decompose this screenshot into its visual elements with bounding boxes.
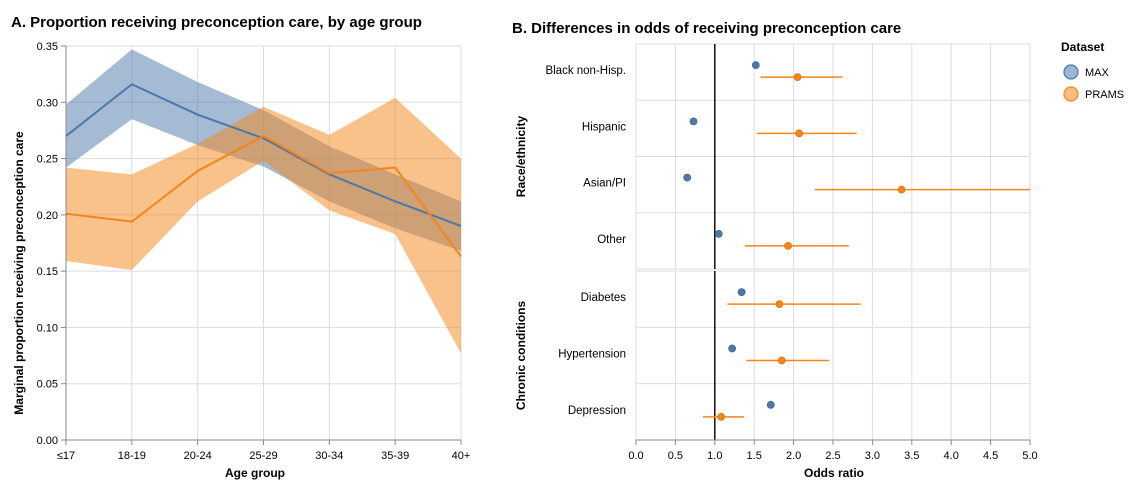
panel-a-series-lines	[65, 83, 462, 258]
x-tick-label: ≤17	[57, 450, 75, 462]
panel-b-x-ticks: 0.0 0.5 1.0 1.5 2.0 2.5 3.0 3.5 4.0 4.5 5.0	[628, 439, 1038, 462]
prams-point	[897, 185, 906, 194]
max-point	[737, 288, 746, 297]
series-line-max	[65, 83, 462, 228]
max-point	[714, 229, 723, 238]
confidence-band-prams	[66, 97, 461, 354]
max-point	[728, 344, 737, 353]
y-tick-label: 0.20	[37, 210, 58, 222]
x-tick-label: 4.0	[944, 450, 959, 462]
panel-b-title: B. Differences in odds of receiving prec…	[512, 20, 901, 37]
panel-b-group-labels: Race/ethnicity Chronic conditions	[514, 115, 528, 410]
panel-b-x-axis-title: Odds ratio	[804, 466, 864, 480]
row-label: Asian/PI	[583, 178, 626, 190]
max-point	[766, 400, 775, 409]
row-label: Depression	[568, 405, 626, 417]
y-tick-label: 0.25	[37, 154, 58, 166]
row-label: Hispanic	[582, 121, 626, 133]
y-tick-label: 0.10	[37, 322, 58, 334]
legend-swatch-max	[1063, 64, 1079, 80]
prams-point	[795, 129, 804, 138]
legend-items: MAX PRAMS	[1063, 64, 1124, 102]
x-tick-label: 20-24	[184, 450, 212, 462]
row-label: Other	[597, 234, 626, 246]
group-label: Chronic conditions	[514, 301, 528, 411]
x-tick-label: 1.5	[747, 450, 762, 462]
x-tick-label: 0.0	[628, 450, 643, 462]
panel-a-y-ticks: 0.00 0.05 0.10 0.15 0.20 0.25 0.30 0.35	[37, 41, 67, 447]
y-tick-label: 0.05	[37, 379, 58, 391]
group-frame	[635, 43, 1031, 270]
x-tick-label: 4.5	[983, 450, 998, 462]
x-tick-label: 3.0	[865, 450, 880, 462]
y-tick-label: 0.35	[37, 41, 58, 53]
y-tick-label: 0.30	[37, 97, 58, 109]
panel-a-line-chart: A. Proportion receiving preconception ca…	[11, 14, 470, 480]
legend-label-max: MAX	[1085, 67, 1110, 79]
prams-point	[793, 73, 802, 82]
row-label: Black non-Hisp.	[545, 65, 626, 77]
series-line-prams	[65, 134, 462, 258]
max-point	[683, 173, 692, 182]
legend-title: Dataset	[1061, 40, 1104, 54]
x-tick-label: 2.0	[786, 450, 801, 462]
y-tick-label: 0.15	[37, 266, 58, 278]
x-tick-label: 35-39	[381, 450, 409, 462]
panel-b-gridlines	[635, 43, 1031, 441]
x-tick-label: 30-34	[315, 450, 343, 462]
max-point	[689, 117, 698, 126]
x-tick-label: 2.5	[825, 450, 840, 462]
panel-a-x-ticks: ≤17 18-19 20-24 25-29 30-34 35-39 40+	[57, 439, 471, 462]
prams-point	[717, 412, 726, 421]
y-tick-label: 0.00	[37, 435, 58, 447]
prams-point	[777, 356, 786, 365]
panel-b-estimates	[683, 61, 1030, 421]
legend: Dataset MAX PRAMS	[1061, 40, 1124, 102]
prams-point	[775, 300, 784, 309]
prams-point	[784, 241, 792, 250]
panel-b-row-labels: Black non-Hisp. Hispanic Asian/PI Other Diab…	[545, 65, 626, 417]
row-label: Hypertension	[558, 349, 626, 361]
panel-b-forest-plot: B. Differences in odds of receiving prec…	[512, 20, 1038, 480]
x-tick-label: 25-29	[249, 450, 277, 462]
x-tick-label: 3.5	[904, 450, 919, 462]
max-point	[751, 61, 760, 70]
group-label: Race/ethnicity	[514, 115, 528, 197]
x-tick-label: 5.0	[1022, 450, 1037, 462]
panel-a-x-axis-title: Age group	[225, 466, 285, 480]
row-label: Diabetes	[581, 292, 627, 304]
x-tick-label: 18-19	[118, 450, 146, 462]
legend-label-prams: PRAMS	[1085, 89, 1124, 101]
x-tick-label: 40+	[452, 450, 471, 462]
panel-a-title: A. Proportion receiving preconception ca…	[11, 14, 422, 31]
x-tick-label: 1.0	[707, 450, 722, 462]
x-tick-label: 0.5	[668, 450, 683, 462]
panel-a-y-axis-title: Marginal proportion receiving preconcept…	[12, 131, 26, 415]
legend-swatch-prams	[1063, 86, 1079, 102]
